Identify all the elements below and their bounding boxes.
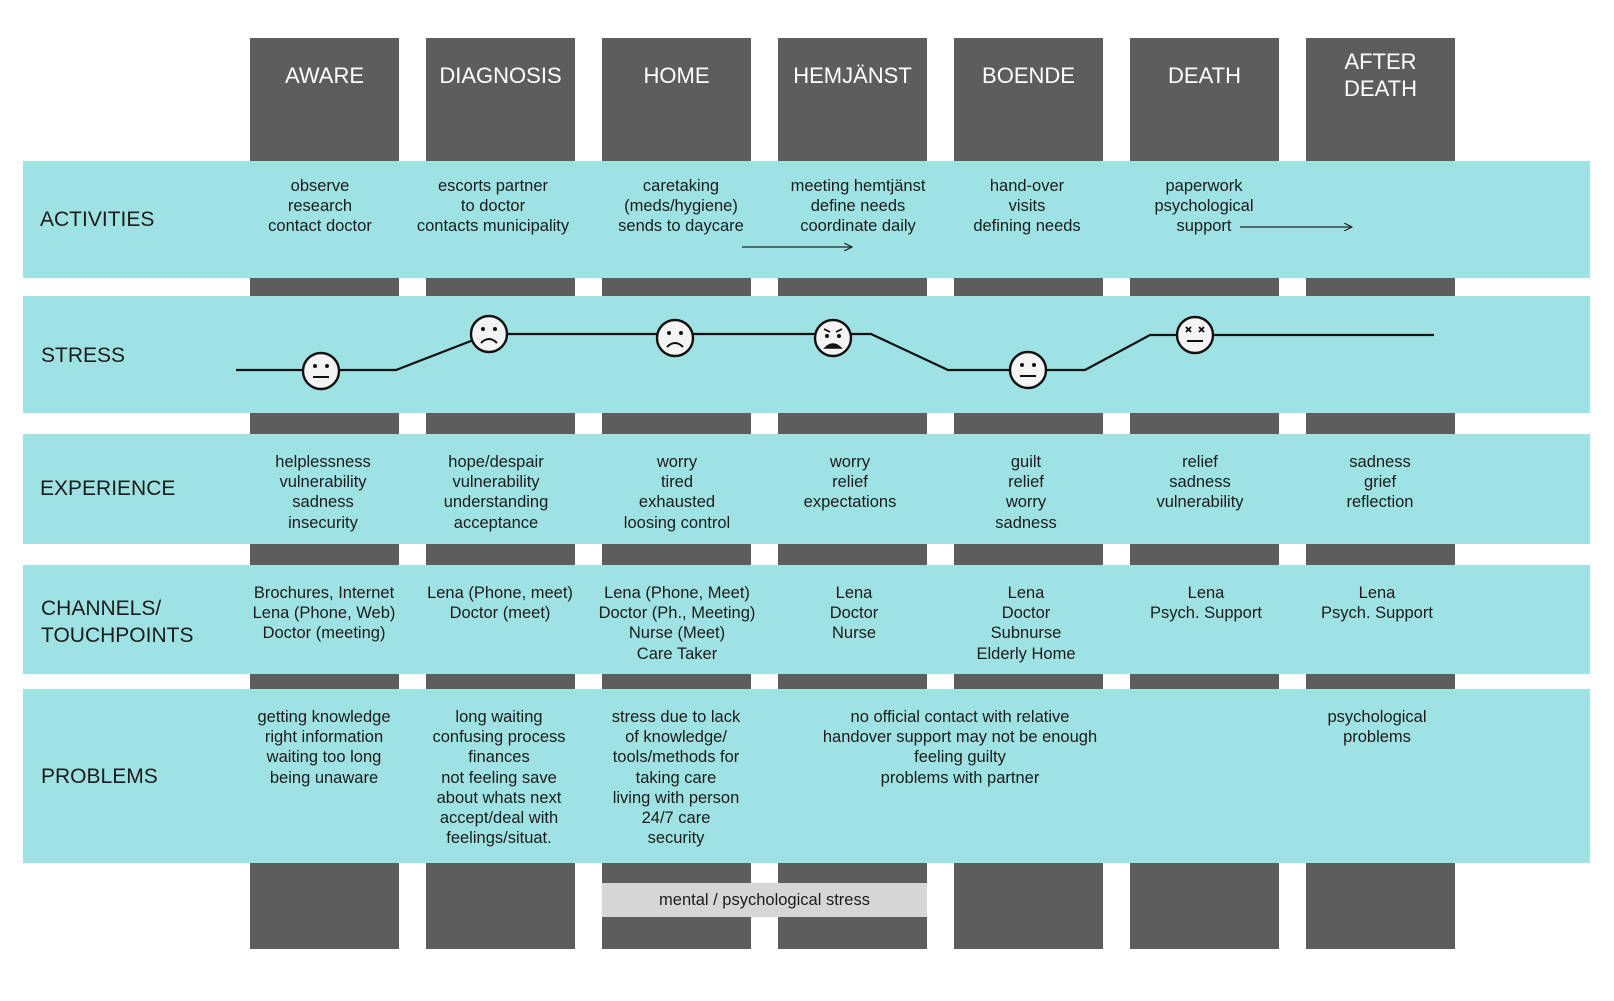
row-label-problems: PROBLEMS — [41, 765, 158, 788]
activities-band — [23, 161, 1590, 278]
experience-cell-after-death: sadness grief reflection — [1346, 453, 1414, 512]
phase-header-aware: AWARE — [284, 62, 365, 88]
stress-band — [23, 296, 1590, 413]
experience-cell-home: worry tired exhausted loosing control — [623, 453, 731, 532]
stress-face-home — [655, 318, 695, 358]
experience-cell-aware: helplessness vulnerability sadness insec… — [275, 453, 371, 532]
footer-note-mental-stress: mental / psychological stress — [602, 883, 927, 917]
activities-cell-hemjanst: meeting hemtjänst define needs coordinat… — [790, 177, 926, 236]
stress-face-boende — [1008, 350, 1048, 390]
problems-cell-home: stress due to lack of knowledge/ tools/m… — [611, 708, 741, 848]
activities-cell-aware: observe research contact doctor — [268, 177, 372, 236]
phase-header-boende: BOENDE — [982, 62, 1075, 88]
activities-cell-home: caretaking (meds/hygiene) sends to dayca… — [618, 177, 744, 236]
activities-cell-boende: hand-over visits defining needs — [973, 177, 1081, 236]
stress-face-aware — [301, 351, 341, 391]
stress-face-hemjanst — [813, 318, 853, 358]
channels-cell-aware: Brochures, Internet Lena (Phone, Web) Do… — [252, 584, 396, 643]
channels-band — [23, 565, 1590, 674]
stress-face-death — [1175, 315, 1215, 355]
problems-cell-hemjanst-boende: no official contact with relative handov… — [822, 708, 1098, 787]
phase-header-diagnosis: DIAGNOSIS — [439, 62, 562, 88]
activities-cell-diagnosis: escorts partner to doctor contacts munic… — [416, 177, 570, 236]
row-label-channels: CHANNELS/ TOUCHPOINTS — [41, 597, 194, 647]
channels-cell-diagnosis: Lena (Phone, meet) Doctor (meet) — [427, 584, 573, 623]
problems-cell-aware: getting knowledge right information wait… — [257, 708, 391, 787]
channels-cell-hemjanst: Lena Doctor Nurse — [829, 584, 879, 643]
phase-header-death: DEATH — [1168, 62, 1241, 88]
experience-cell-diagnosis: hope/despair vulnerability understanding… — [443, 453, 549, 532]
experience-cell-hemjanst: worry relief expectations — [803, 453, 897, 512]
phase-header-after-death: AFTER DEATH — [1344, 49, 1417, 101]
experience-cell-death: relief sadness vulnerability — [1156, 453, 1244, 512]
activities-cell-death: paperwork psychological support — [1154, 177, 1254, 236]
experience-band — [23, 434, 1590, 544]
experience-cell-boende: guilt relief worry sadness — [995, 453, 1057, 532]
channels-cell-after-death: Lena Psych. Support — [1321, 584, 1433, 623]
problems-band — [23, 689, 1590, 863]
channels-cell-death: Lena Psych. Support — [1150, 584, 1262, 623]
channels-cell-home: Lena (Phone, Meet) Doctor (Ph., Meeting)… — [598, 584, 756, 663]
row-label-experience: EXPERIENCE — [40, 477, 176, 500]
stress-face-diagnosis — [469, 314, 509, 354]
channels-cell-boende: Lena Doctor Subnurse Elderly Home — [976, 584, 1076, 663]
problems-cell-after-death: psychological problems — [1327, 708, 1427, 747]
phase-header-hemjanst: HEMJÄNST — [793, 62, 912, 88]
phase-header-home: HOME — [643, 62, 710, 88]
row-label-activities: ACTIVITIES — [40, 208, 155, 231]
stress-line — [236, 332, 1434, 372]
problems-cell-diagnosis: long waiting confusing process finances … — [432, 708, 566, 848]
row-label-stress: STRESS — [41, 344, 126, 367]
